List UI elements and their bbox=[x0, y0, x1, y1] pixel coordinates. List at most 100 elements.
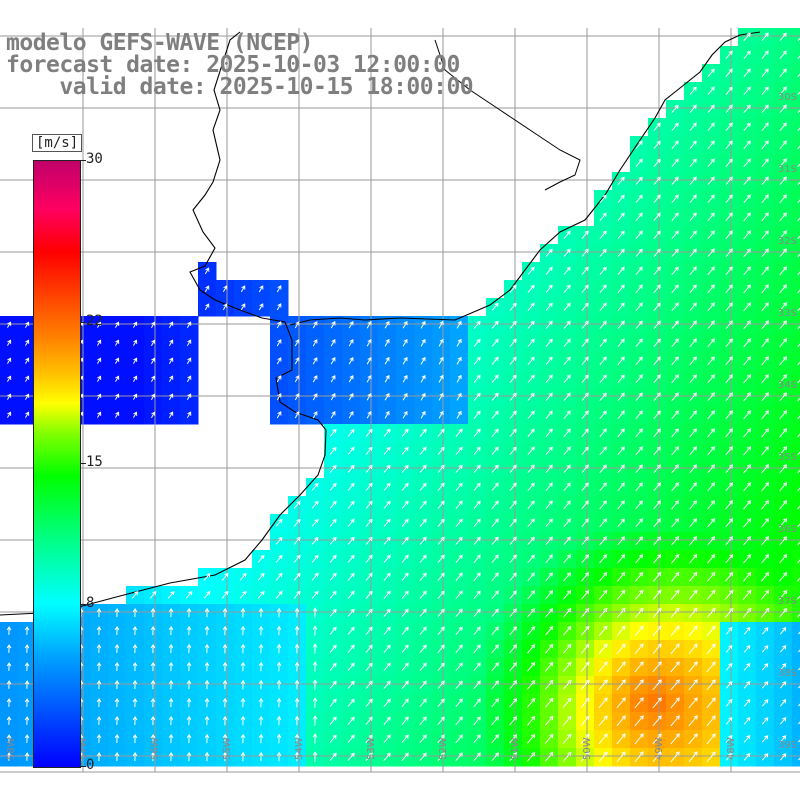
wind-arrow bbox=[671, 248, 679, 258]
wind-arrow bbox=[419, 500, 427, 509]
wind-arrow bbox=[617, 536, 626, 546]
wind-arrow bbox=[599, 302, 607, 312]
wind-arrow bbox=[581, 518, 589, 528]
wind-arrow bbox=[509, 338, 517, 347]
wind-arrow bbox=[761, 176, 769, 186]
wind-arrow bbox=[617, 518, 625, 528]
wind-arrow bbox=[634, 697, 644, 709]
wind-arrow bbox=[779, 356, 788, 366]
wind-arrow bbox=[545, 464, 553, 474]
wind-arrow bbox=[761, 645, 769, 653]
wind-arrow bbox=[779, 86, 787, 96]
wind-arrow bbox=[293, 572, 301, 581]
wind-arrow bbox=[671, 482, 679, 492]
wind-arrow bbox=[599, 248, 607, 258]
wind-arrow bbox=[617, 230, 625, 240]
wind-arrow bbox=[347, 464, 355, 473]
wind-arrow bbox=[276, 285, 282, 293]
wind-arrow bbox=[383, 698, 391, 708]
wind-arrow bbox=[455, 464, 463, 473]
wind-arrow bbox=[185, 590, 193, 599]
wind-arrow bbox=[616, 679, 626, 691]
wind-arrow bbox=[6, 734, 12, 743]
wind-arrow bbox=[580, 625, 590, 636]
wind-arrow bbox=[545, 338, 553, 348]
wind-arrow bbox=[743, 374, 751, 384]
wind-arrow bbox=[276, 715, 282, 726]
wind-arrow bbox=[491, 374, 499, 383]
wind-arrow bbox=[491, 518, 499, 528]
wind-arrow bbox=[760, 607, 770, 618]
wind-arrow bbox=[365, 572, 373, 581]
wind-arrow bbox=[797, 487, 800, 492]
wind-arrow bbox=[545, 590, 554, 600]
valid-date: valid date: 2025-10-15 18:00:00 bbox=[6, 74, 474, 100]
wind-speed-cell bbox=[792, 622, 800, 641]
wind-arrow bbox=[509, 500, 517, 510]
wind-arrow bbox=[97, 357, 102, 364]
wind-arrow bbox=[204, 697, 210, 708]
wind-arrow bbox=[275, 554, 283, 563]
wind-arrow bbox=[258, 715, 264, 726]
wind-arrow bbox=[545, 266, 553, 275]
wind-arrow bbox=[401, 554, 409, 563]
wind-arrow bbox=[24, 662, 30, 671]
wind-arrow bbox=[724, 607, 734, 618]
wind-arrow bbox=[725, 392, 733, 402]
wind-arrow bbox=[634, 751, 644, 763]
wind-arrow bbox=[689, 212, 697, 222]
colorbar-tick-mark bbox=[80, 604, 86, 606]
wind-arrow bbox=[330, 321, 336, 329]
wind-speed-cell bbox=[792, 532, 800, 551]
wind-arrow bbox=[133, 411, 138, 418]
wind-arrow bbox=[383, 482, 391, 491]
wind-arrow bbox=[132, 751, 138, 762]
wind-arrow bbox=[383, 644, 391, 654]
wind-arrow bbox=[509, 428, 517, 438]
wind-arrow bbox=[365, 608, 373, 617]
wind-arrow bbox=[491, 446, 499, 456]
wind-arrow bbox=[456, 356, 462, 365]
wind-speed-cell bbox=[792, 424, 800, 443]
wind-arrow bbox=[401, 500, 409, 509]
longitude-label: 57W bbox=[78, 737, 89, 760]
wind-arrow bbox=[761, 212, 769, 222]
wind-arrow bbox=[562, 733, 572, 744]
wind-arrow bbox=[688, 697, 698, 709]
longitude-label: 53W bbox=[366, 737, 377, 760]
wind-arrow bbox=[438, 392, 444, 401]
wind-arrows bbox=[6, 32, 800, 763]
wind-arrow bbox=[473, 698, 481, 708]
wind-arrow bbox=[725, 446, 734, 456]
wind-arrow bbox=[599, 428, 607, 438]
wind-arrow bbox=[294, 643, 300, 654]
wind-arrow bbox=[294, 733, 300, 744]
wind-arrow bbox=[544, 661, 554, 672]
wind-arrow bbox=[617, 320, 625, 330]
wind-speed-cell bbox=[792, 550, 800, 569]
wind-arrow bbox=[706, 607, 716, 618]
wind-arrow bbox=[25, 357, 30, 364]
wind-arrow bbox=[240, 679, 246, 690]
wind-arrow bbox=[383, 626, 391, 636]
wind-arrow bbox=[689, 518, 698, 528]
wind-arrow bbox=[275, 518, 283, 527]
wind-arrow bbox=[437, 626, 445, 636]
wind-arrow bbox=[420, 392, 426, 401]
wind-arrow bbox=[707, 482, 716, 492]
wind-arrow bbox=[779, 428, 788, 438]
wind-arrow bbox=[743, 554, 752, 564]
wind-arrow bbox=[383, 752, 391, 762]
wind-arrow bbox=[527, 697, 536, 708]
wind-arrow bbox=[545, 536, 553, 546]
wind-arrow bbox=[653, 428, 661, 438]
wind-arrow bbox=[545, 320, 553, 330]
wind-arrow bbox=[634, 679, 644, 691]
wind-arrow bbox=[689, 500, 697, 510]
wind-arrow bbox=[330, 375, 336, 383]
wind-arrow bbox=[473, 320, 481, 329]
wind-arrow bbox=[365, 536, 373, 545]
wind-arrow bbox=[222, 679, 228, 690]
wind-arrow bbox=[133, 321, 138, 328]
wind-arrow bbox=[797, 469, 800, 474]
